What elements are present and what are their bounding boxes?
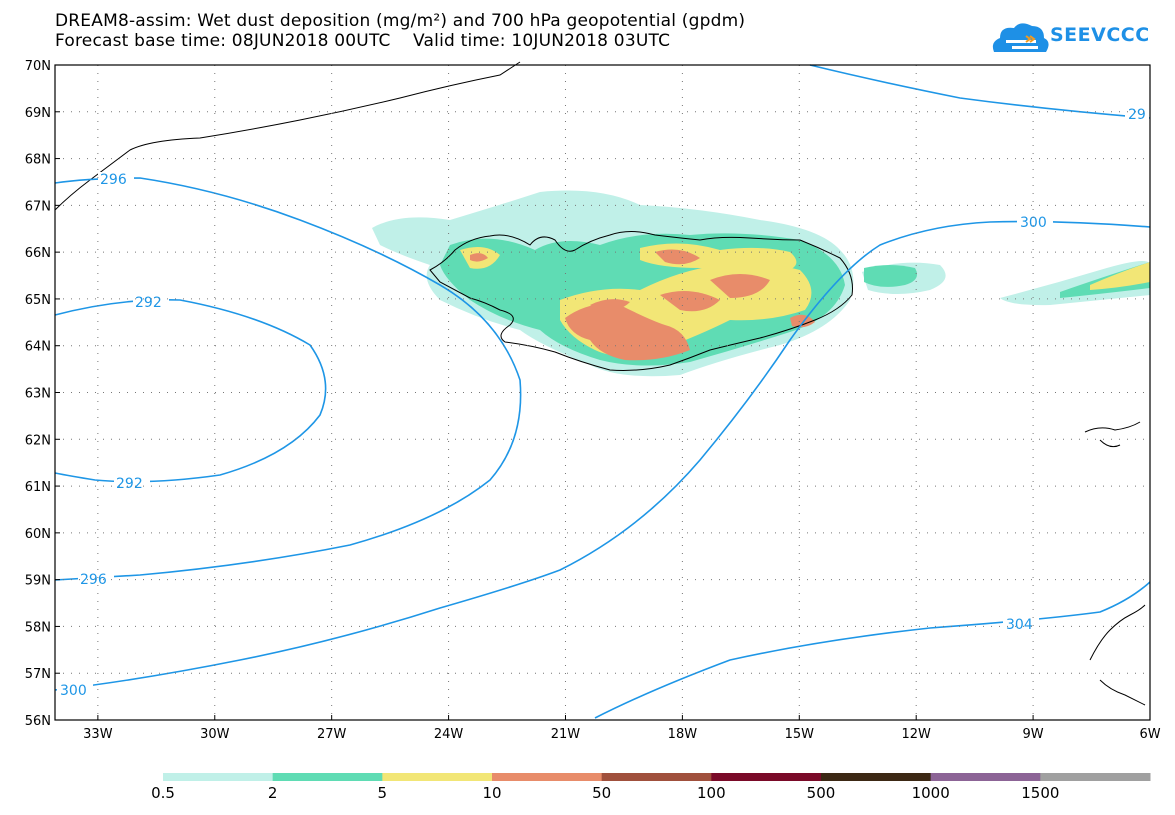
legend-label: 1000 bbox=[911, 784, 950, 802]
longitude-label: 27W bbox=[317, 727, 347, 742]
legend-swatch bbox=[821, 773, 932, 781]
latitude-label: 64N bbox=[25, 340, 51, 355]
legend-swatch bbox=[930, 773, 1041, 781]
contour-label: 292 bbox=[116, 476, 143, 492]
latitude-label: 57N bbox=[25, 667, 51, 682]
logo-text: SEEVCCC bbox=[1050, 24, 1150, 46]
latitude-labels: 70N 69N 68N 67N 66N 65N 64N 63N 62N 61N 60N 59N 58N 5… bbox=[25, 59, 51, 729]
coastlines bbox=[54, 61, 1146, 706]
contour-label: 296 bbox=[100, 172, 127, 188]
longitude-label: 18W bbox=[668, 727, 698, 742]
latitude-label: 65N bbox=[25, 293, 51, 308]
longitude-label: 33W bbox=[83, 727, 113, 742]
contour-label: 300 bbox=[1020, 215, 1047, 231]
legend-swatch bbox=[272, 773, 383, 781]
latitude-label: 66N bbox=[25, 246, 51, 261]
longitude-label: 9W bbox=[1023, 727, 1044, 742]
legend-swatch bbox=[163, 773, 274, 781]
legend-label: 1500 bbox=[1021, 784, 1060, 802]
longitude-label: 30W bbox=[200, 727, 230, 742]
legend-swatch bbox=[492, 773, 603, 781]
latitude-label: 68N bbox=[25, 153, 51, 168]
map-gridlines bbox=[55, 65, 1150, 720]
contour-label: 296 bbox=[80, 572, 107, 588]
latitude-label: 56N bbox=[25, 714, 51, 729]
geopotential-contours bbox=[54, 64, 1151, 719]
contour-label: 304 bbox=[1006, 617, 1033, 633]
legend-colorbar bbox=[163, 773, 1151, 781]
longitude-label: 21W bbox=[551, 727, 581, 742]
longitude-label: 12W bbox=[901, 727, 931, 742]
contour-label: 300 bbox=[60, 683, 87, 699]
legend-swatch bbox=[711, 773, 822, 781]
latitude-label: 59N bbox=[25, 574, 51, 589]
latitude-label: 58N bbox=[25, 620, 51, 635]
legend-label: 2 bbox=[267, 784, 278, 802]
contour-label: 292 bbox=[135, 295, 162, 311]
latitude-label: 63N bbox=[25, 387, 51, 402]
legend-swatch bbox=[601, 773, 712, 781]
latitude-label: 61N bbox=[25, 480, 51, 495]
contour-label: 29 bbox=[1128, 107, 1146, 123]
longitude-label: 6W bbox=[1139, 727, 1160, 742]
latitude-label: 70N bbox=[25, 59, 51, 74]
legend-label: 5 bbox=[377, 784, 388, 802]
map-title: DREAM8-assim: Wet dust deposition (mg/m²… bbox=[55, 11, 746, 31]
legend-label: 0.5 bbox=[151, 784, 175, 802]
latitude-label: 60N bbox=[25, 527, 51, 542]
latitude-label: 67N bbox=[25, 199, 51, 214]
cloud-icon bbox=[992, 23, 1049, 52]
legend-label: 10 bbox=[482, 784, 502, 802]
longitude-label: 15W bbox=[785, 727, 815, 742]
legend-label: 50 bbox=[592, 784, 612, 802]
longitude-label: 24W bbox=[434, 727, 464, 742]
axis-ticks bbox=[55, 64, 1151, 721]
map-subtitle: Forecast base time: 08JUN2018 00UTC Vali… bbox=[55, 31, 671, 51]
latitude-label: 62N bbox=[25, 433, 51, 448]
contour-labels: 296 292 292 296 300 300 304 29 bbox=[57, 107, 1149, 699]
legend-label: 500 bbox=[806, 784, 836, 802]
longitude-labels: 33W 30W 27W 24W 21W 18W 15W 12W 9W 6W bbox=[83, 727, 1161, 742]
legend-swatch bbox=[1040, 773, 1151, 781]
legend-swatch bbox=[382, 773, 493, 781]
map-frame bbox=[54, 64, 1151, 721]
latitude-label: 69N bbox=[25, 106, 51, 121]
legend-label: 100 bbox=[697, 784, 726, 802]
